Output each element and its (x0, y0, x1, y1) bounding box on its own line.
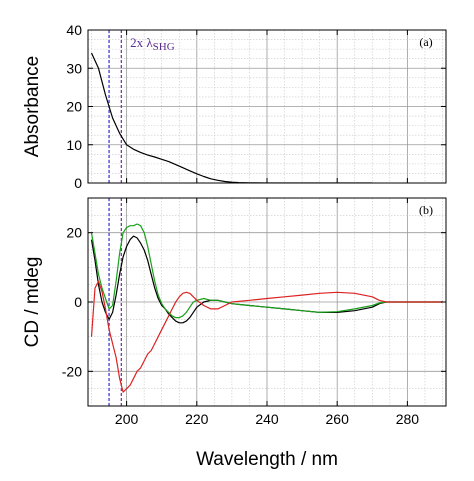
x-tick-label: 220 (185, 411, 209, 427)
y-tick-label: 20 (66, 99, 82, 115)
x-axis-title: Wavelength / nm (196, 449, 338, 470)
panel-label: (a) (419, 35, 432, 49)
x-tick-label: 200 (115, 411, 139, 427)
y-tick-label: -20 (62, 363, 82, 379)
x-tick-label: 240 (255, 411, 279, 427)
panel-label: (b) (419, 203, 433, 217)
y-tick-label: 20 (66, 225, 82, 241)
shg-annotation: 2x λSHG (130, 35, 175, 53)
y-axis-title: Absorbance (22, 56, 43, 157)
x-tick-label: 260 (326, 411, 350, 427)
y-tick-label: 30 (66, 60, 82, 76)
series-line (90, 223, 443, 319)
y-tick-label: 40 (66, 22, 82, 38)
shg-annotation-subscript: SHG (153, 41, 175, 53)
y-axis-title: CD / mdeg (22, 257, 43, 348)
y-tick-label: 0 (74, 175, 82, 191)
x-tick-label: 280 (396, 411, 420, 427)
panel-b-cd: -20 0 20 200 220 240 260 280 (b) CD / mdeg Wavelen… (22, 197, 447, 470)
y-tick-label: 10 (66, 137, 82, 153)
y-tick-label: 0 (74, 294, 82, 310)
series-line (90, 280, 443, 393)
panel-a-absorbance: 0 10 20 30 40 (a) Absorbance 2x λSHG (22, 22, 447, 191)
